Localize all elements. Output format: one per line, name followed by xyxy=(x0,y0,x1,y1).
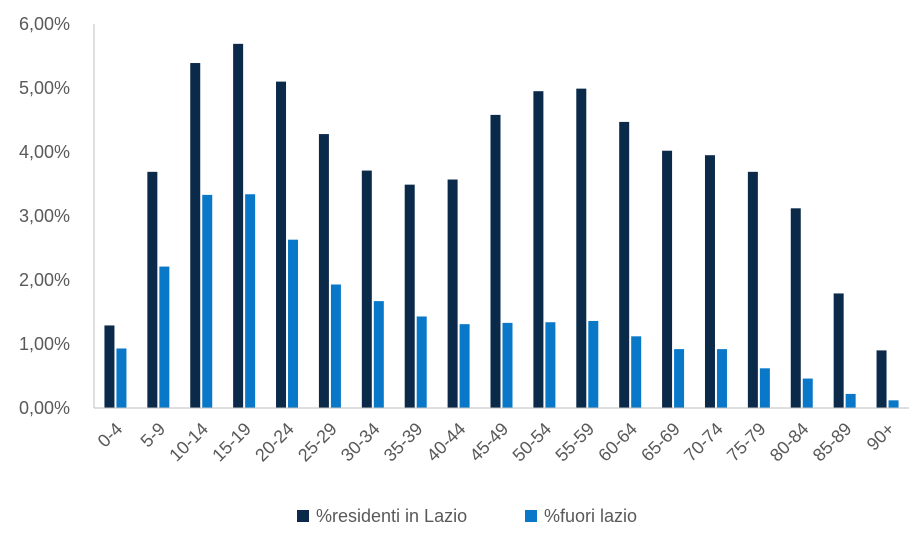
bar-fuori-30-34 xyxy=(373,301,384,408)
bar-residenti-35-39 xyxy=(404,184,415,408)
y-tick-label: 2,00% xyxy=(19,270,70,290)
x-tick-label: 85-89 xyxy=(809,419,856,466)
x-tick-label: 10-14 xyxy=(165,419,212,466)
bar-fuori-60-64 xyxy=(631,336,642,408)
bar-fuori-90+ xyxy=(888,400,899,408)
bar-fuori-35-39 xyxy=(416,316,427,408)
bar-residenti-75-79 xyxy=(747,171,758,408)
x-tick-label: 35-39 xyxy=(380,419,427,466)
bar-fuori-65-69 xyxy=(674,349,685,408)
bar-fuori-0-4 xyxy=(116,348,127,408)
bar-residenti-10-14 xyxy=(190,63,201,408)
bar-residenti-55-59 xyxy=(576,88,587,408)
bar-fuori-55-59 xyxy=(588,320,599,408)
x-tick-label: 15-19 xyxy=(208,419,255,466)
y-axis: 0,00% 1,00% 2,00% 3,00% 4,00% 5,00% 6,00% xyxy=(19,14,70,418)
y-tick-label: 5,00% xyxy=(19,78,70,98)
bar-fuori-40-44 xyxy=(459,324,470,408)
bar-residenti-85-89 xyxy=(833,293,844,408)
bar-fuori-45-49 xyxy=(502,322,513,408)
y-tick-label: 0,00% xyxy=(19,398,70,418)
x-tick-label: 5-9 xyxy=(137,419,170,452)
bar-residenti-0-4 xyxy=(104,325,115,408)
bar-fuori-20-24 xyxy=(288,239,299,408)
x-tick-label: 40-44 xyxy=(423,419,470,466)
x-tick-label: 0-4 xyxy=(94,419,127,452)
x-tick-label: 50-54 xyxy=(509,419,556,466)
bar-residenti-80-84 xyxy=(790,208,801,408)
bar-fuori-50-54 xyxy=(545,322,556,408)
legend-swatch xyxy=(297,510,309,522)
legend-label: %fuori lazio xyxy=(544,506,637,526)
x-tick-label: 25-29 xyxy=(294,419,341,466)
bar-residenti-15-19 xyxy=(233,43,244,409)
x-tick-label: 65-69 xyxy=(637,419,684,466)
bar-residenti-30-34 xyxy=(361,170,372,408)
x-tick-label: 80-84 xyxy=(766,419,813,466)
bars xyxy=(104,43,899,409)
x-tick-label: 75-79 xyxy=(723,419,770,466)
bar-fuori-75-79 xyxy=(759,368,770,408)
x-tick-label: 30-34 xyxy=(337,419,384,466)
bar-residenti-40-44 xyxy=(447,179,458,408)
bar-residenti-70-74 xyxy=(704,155,715,408)
bar-residenti-90+ xyxy=(876,350,887,408)
x-tick-label: 70-74 xyxy=(680,419,727,466)
bar-residenti-25-29 xyxy=(318,134,329,408)
x-tick-label: 45-49 xyxy=(466,419,513,466)
legend-swatch xyxy=(525,510,537,522)
bar-residenti-65-69 xyxy=(662,150,673,408)
x-tick-label: 55-59 xyxy=(551,419,598,466)
bar-fuori-10-14 xyxy=(202,194,213,408)
y-tick-label: 4,00% xyxy=(19,142,70,162)
y-tick-label: 3,00% xyxy=(19,206,70,226)
bar-fuori-15-19 xyxy=(245,194,256,408)
x-tick-label: 90+ xyxy=(863,419,899,455)
y-tick-label: 6,00% xyxy=(19,14,70,34)
x-tick-label: 20-24 xyxy=(251,419,298,466)
bar-fuori-25-29 xyxy=(330,284,341,408)
legend: %residenti in Lazio %fuori lazio xyxy=(297,506,637,526)
bar-residenti-60-64 xyxy=(619,121,630,409)
y-tick-label: 1,00% xyxy=(19,334,70,354)
x-tick-label: 60-64 xyxy=(594,419,641,466)
bar-fuori-80-84 xyxy=(802,378,813,408)
bar-residenti-45-49 xyxy=(490,114,501,408)
bar-fuori-85-89 xyxy=(845,393,856,408)
bar-residenti-20-24 xyxy=(276,81,287,408)
bar-fuori-70-74 xyxy=(716,349,727,408)
legend-label: %residenti in Lazio xyxy=(316,506,467,526)
x-axis-labels: 0-4 5-910-1415-1920-2425-2930-3435-3940-4… xyxy=(94,419,899,466)
bar-residenti-5-9 xyxy=(147,171,158,408)
bar-fuori-5-9 xyxy=(159,266,170,408)
bar-residenti-50-54 xyxy=(533,91,544,408)
